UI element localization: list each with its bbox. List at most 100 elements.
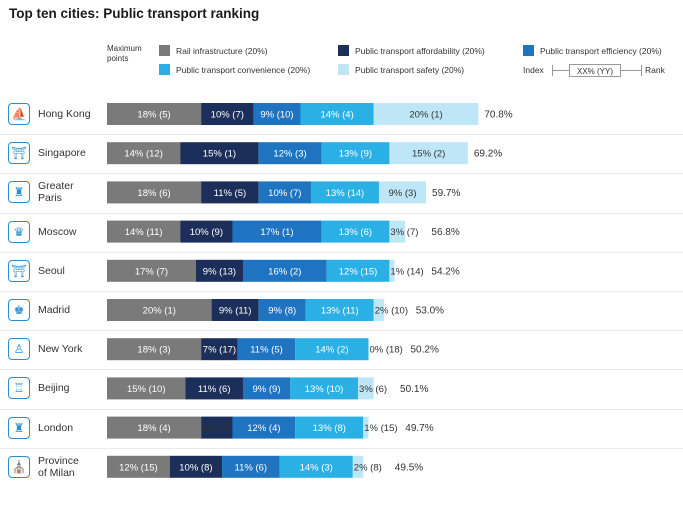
bar-segment [107,259,196,282]
legend-label-safety: Public transport safety (20%) [355,65,465,75]
row-separator [0,408,683,410]
legend-key-box: XX% (YY) [569,64,621,77]
bar-data-label: 3% (6) [359,384,387,395]
bar-segment [352,455,364,478]
bar-data-label: 0% (18) [370,345,403,356]
bar-segment [201,181,259,204]
row-separator [0,291,683,292]
bar-segment [373,103,479,125]
bar-data-label: 9% (10) [260,110,293,121]
total-label: 49.7% [405,423,433,434]
bar-segment [310,181,379,204]
bar-segment [389,142,468,165]
bar-data-label: 11% (6) [198,384,231,395]
legend-key-index: Index [523,65,544,75]
bar-segment [232,220,322,243]
bar-data-label: 10% (7) [268,188,301,199]
bar-segment [180,142,259,165]
city-label: Greater Paris [38,180,74,205]
total-label: 54.2% [431,266,459,277]
bar-segment [295,416,364,439]
bar-segment [107,181,202,204]
bar-segment [107,338,202,361]
row-separator [0,212,683,214]
bar-segment [237,338,296,361]
row-separator [0,447,683,449]
bar-data-label: 20% (1) [143,306,176,317]
bar-data-label: 14% (12) [124,149,163,160]
bar-data-label: 13% (14) [326,188,365,199]
bar-data-label: 12% (3) [273,149,306,160]
bar-data-label: 6% (19) [202,423,235,434]
total-label: 53.0% [416,306,444,317]
legend-label-efficiency: Public transport efficiency (20%) [540,46,662,56]
big-ben-icon: ♜ [8,416,30,439]
city-label: Singapore [38,147,86,160]
bar-segment [290,377,359,400]
bar-segment [169,455,223,478]
bar-data-label: 9% (13) [203,266,236,277]
bar-segment [321,142,390,165]
bar-segment [222,455,280,478]
bar-data-label: 12% (4) [247,423,280,434]
legend-key-line-left [552,70,569,71]
bar-segment [201,416,233,439]
bar-segment [242,377,291,400]
total-label: 56.8% [431,227,459,238]
city-label: London [38,421,74,434]
bar-segment [326,259,390,282]
eiffel-tower-icon: ♜ [8,181,30,204]
bar-data-label: 11% (5) [214,188,247,199]
bar-segment [258,181,311,204]
row-separator [0,369,683,371]
bar-segment [232,416,296,439]
bar-data-label: 18% (3) [137,345,170,356]
palace-gate-icon: ⛩ [8,259,30,282]
total-label: 50.1% [400,384,428,395]
bar-segment [107,103,202,125]
legend-max-points: Maximum points [107,44,142,63]
statue-of-liberty-icon: ♙ [8,338,30,361]
kremlin-icon: ♛ [8,220,30,243]
total-label: 69.2% [474,149,502,160]
bar-segment [195,259,243,282]
bar-data-label: 10% (8) [179,462,212,473]
city-label: Seoul [38,264,65,277]
legend-label-rail: Rail infrastructure (20%) [176,46,268,56]
cathedral-icon: ⛪ [8,455,30,478]
bar-data-label: 17% (7) [135,266,168,277]
bar-segment [180,220,233,243]
bar-data-label: 1% (14) [390,266,423,277]
bar-segment [107,455,170,478]
bar-segment [389,220,406,243]
row-separator [0,330,683,332]
bar-data-label: 15% (1) [203,149,236,160]
total-label: 59.7% [432,188,460,199]
bar-segment [185,377,243,400]
city-label: Hong Kong [38,108,91,120]
bar-data-label: 18% (6) [137,188,170,199]
bar-segment [107,299,212,321]
bar-data-label: 13% (8) [313,423,346,434]
legend-swatch-rail [159,45,170,56]
bar-segment [107,416,202,439]
legend-key-line-right [621,70,641,71]
legend-key-rank: Rank [645,65,665,75]
bar-data-label: 13% (9) [339,149,372,160]
bar-data-label: 11% (5) [250,345,283,356]
bar-data-label: 14% (11) [125,227,163,238]
bar-data-label: 13% (11) [321,306,359,317]
bar-segment [211,299,259,321]
bar-segment [389,259,395,282]
bar-data-label: 15% (2) [412,149,445,160]
row-separator [0,134,683,136]
bar-data-label: 16% (2) [268,266,301,277]
bar-segment [107,377,186,400]
city-label: Province of Milan [38,454,79,479]
city-label: New York [38,343,83,356]
bar-segment [242,259,327,282]
bar-data-label: 14% (3) [300,462,333,473]
bar-data-label: 1% (15) [364,423,397,434]
bar-segment [363,416,369,439]
